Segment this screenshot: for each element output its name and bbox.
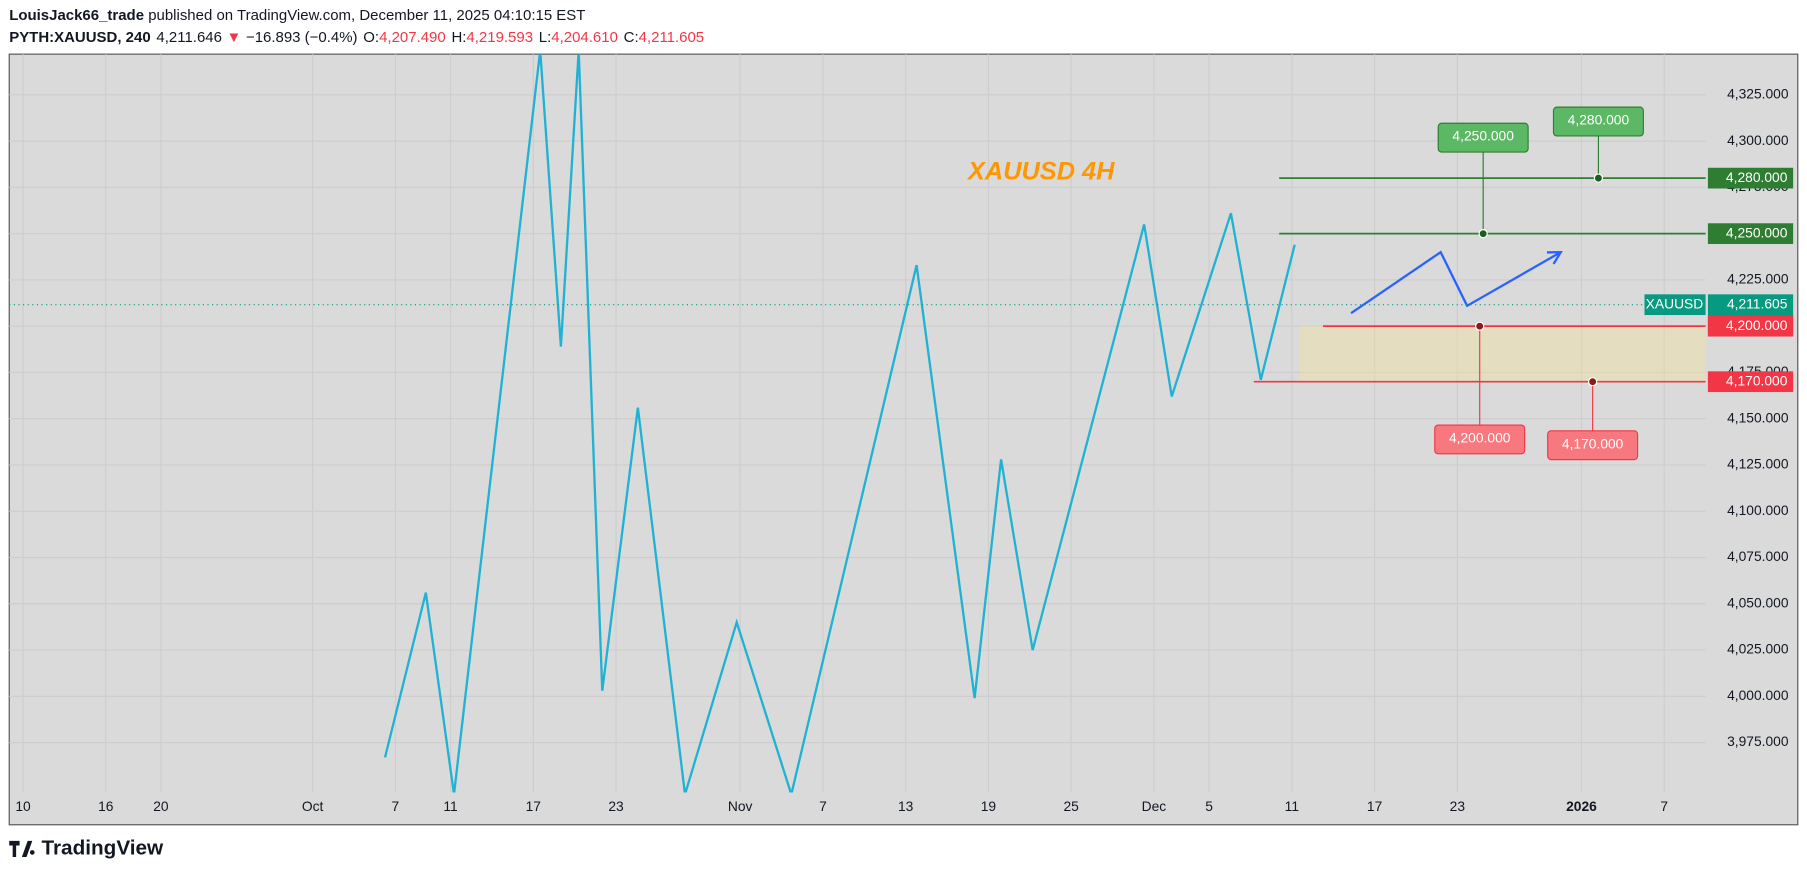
grid xyxy=(9,54,1706,793)
callout-dot xyxy=(1475,321,1485,331)
callout-box xyxy=(1434,424,1526,455)
y-tick-label: 4,000.000 xyxy=(1727,687,1789,703)
ohlc-key: C: xyxy=(624,29,639,46)
x-tick-label: 23 xyxy=(1450,798,1466,814)
chart-panel xyxy=(8,53,1799,826)
x-tick-label: Nov xyxy=(728,798,753,814)
x-tick-label: 23 xyxy=(608,798,624,814)
symbol-label: XAUUSD xyxy=(1646,295,1704,311)
header-line: LouisJack66_trade published on TradingVi… xyxy=(9,7,585,24)
x-tick-label: Oct xyxy=(302,798,324,814)
overlays: XAUUSD4,211.60549:464,280.0004,280.0004,… xyxy=(9,106,1794,461)
x-tick-label: 20 xyxy=(153,798,169,814)
x-tick-label: 19 xyxy=(981,798,997,814)
ohlc-value: 4,219.593 xyxy=(466,29,533,46)
line xyxy=(383,54,1296,793)
x-tick-label: 17 xyxy=(526,798,541,814)
x-tick-label: 16 xyxy=(98,798,114,814)
x-tick-label: 5 xyxy=(1205,798,1213,814)
level-price-box xyxy=(1707,315,1794,337)
level-price-label: 4,250.000 xyxy=(1726,224,1788,240)
y-tick-label: 4,050.000 xyxy=(1727,594,1789,610)
logo-icon xyxy=(9,840,35,858)
callout-label: 4,170.000 xyxy=(1562,435,1624,451)
callout-dot xyxy=(1478,229,1488,239)
y-tick-label: 4,100.000 xyxy=(1727,502,1789,518)
y-tick-label: 4,325.000 xyxy=(1727,86,1789,102)
ohlc-value: 4,207.490 xyxy=(379,29,446,46)
x-tick-label: Dec xyxy=(1142,798,1167,814)
y-tick-label: 4,075.000 xyxy=(1727,548,1789,564)
x-tick-label: 11 xyxy=(443,798,457,814)
x-tick-label: 7 xyxy=(819,798,827,814)
logo: TradingView xyxy=(9,836,164,859)
level-price-label: 4,280.000 xyxy=(1726,169,1788,185)
ohlc-key: O: xyxy=(363,29,379,46)
level-price-box xyxy=(1707,167,1794,189)
arrow-head xyxy=(1546,250,1563,265)
logo-text: TradingView xyxy=(41,836,164,859)
x-tick-label: 11 xyxy=(1285,798,1299,814)
symbol: PYTH:XAUUSD, 240 xyxy=(9,29,150,46)
x-tick-label: 10 xyxy=(15,798,31,814)
zone xyxy=(1299,326,1706,382)
level-price-label: 4,200.000 xyxy=(1726,317,1788,333)
level-price-label: 4,170.000 xyxy=(1726,372,1788,388)
x-tick-label: 7 xyxy=(1660,798,1668,814)
price: 4,211.646 xyxy=(156,29,221,46)
y-tick-label: 4,225.000 xyxy=(1727,271,1789,287)
x-tick-label: 7 xyxy=(392,798,400,814)
y-tick-label: 4,300.000 xyxy=(1727,132,1789,148)
header-line: PYTH:XAUUSD, 240 4,211.646 ▼ −16.893 (−0.4%… xyxy=(9,29,704,46)
published: published on TradingView.com, December 1… xyxy=(144,7,585,24)
x-tick-label: 17 xyxy=(1367,798,1382,814)
symbol-box xyxy=(1644,294,1706,316)
ohlc-key: H: xyxy=(451,29,466,46)
level-price-box xyxy=(1707,223,1794,245)
ohlc-key: L: xyxy=(539,29,551,46)
ohlc-value: 4,204.610 xyxy=(551,29,618,46)
change: −16.893 (−0.4%) xyxy=(246,29,358,46)
y-tick-label: 4,150.000 xyxy=(1727,409,1789,425)
change-arrow: ▼ xyxy=(227,29,242,46)
line xyxy=(1350,250,1562,315)
annotation: XAUUSD 4H xyxy=(966,157,1115,185)
callout-box xyxy=(1437,122,1529,153)
y-tick-label: 3,975.000 xyxy=(1727,733,1789,749)
plot xyxy=(383,54,1563,793)
callout-box xyxy=(1552,106,1644,137)
ohlc-value: 4,211.605 xyxy=(639,29,704,46)
callout-label: 4,200.000 xyxy=(1449,430,1511,446)
zone xyxy=(1299,326,1706,382)
callout-dot xyxy=(1588,377,1598,387)
y-tick-label: 4,125.000 xyxy=(1727,456,1789,472)
callout-box xyxy=(1547,430,1639,461)
y-tick-label: 4,025.000 xyxy=(1727,641,1789,657)
callout-dot xyxy=(1593,173,1604,183)
x-tick-label: 25 xyxy=(1063,798,1079,814)
x-tick-label: 13 xyxy=(898,798,914,814)
callout-label: 4,280.000 xyxy=(1568,112,1630,128)
level-price-box xyxy=(1707,371,1794,393)
author: LouisJack66_trade xyxy=(9,7,144,24)
callout-label: 4,250.000 xyxy=(1452,128,1514,144)
x-tick-label: 2026 xyxy=(1566,798,1597,814)
price-label: 4,211.605 xyxy=(1727,295,1788,311)
